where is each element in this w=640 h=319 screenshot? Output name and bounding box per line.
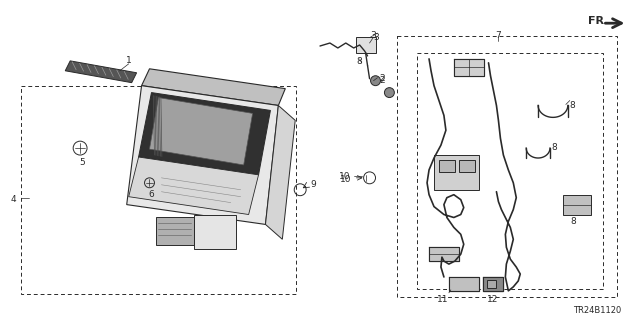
Polygon shape xyxy=(454,59,484,76)
Polygon shape xyxy=(449,277,479,291)
Text: 1: 1 xyxy=(126,56,132,65)
Text: 6: 6 xyxy=(148,190,154,199)
Text: 4: 4 xyxy=(11,195,17,204)
Text: 8: 8 xyxy=(356,57,362,66)
Bar xyxy=(459,160,475,172)
Text: 12: 12 xyxy=(486,295,498,304)
Text: 2: 2 xyxy=(380,76,385,85)
Polygon shape xyxy=(150,98,253,165)
Polygon shape xyxy=(483,277,504,291)
Bar xyxy=(486,280,497,288)
Text: 3: 3 xyxy=(374,33,380,42)
Bar xyxy=(563,195,591,214)
Text: 5: 5 xyxy=(79,158,85,167)
Polygon shape xyxy=(141,69,285,106)
Text: 8: 8 xyxy=(570,218,575,226)
Polygon shape xyxy=(65,61,136,83)
Bar xyxy=(439,160,455,172)
Polygon shape xyxy=(127,85,278,225)
Bar xyxy=(397,36,618,297)
Bar xyxy=(417,53,602,289)
Text: 9: 9 xyxy=(310,180,316,189)
Text: 11: 11 xyxy=(437,295,449,304)
Text: 10: 10 xyxy=(339,172,350,181)
Text: 8: 8 xyxy=(570,100,575,109)
Text: TR24B1120: TR24B1120 xyxy=(573,306,621,315)
Bar xyxy=(156,218,194,245)
Text: 2: 2 xyxy=(380,74,385,83)
Polygon shape xyxy=(266,106,295,239)
Text: 7: 7 xyxy=(495,31,501,40)
Text: 8: 8 xyxy=(551,143,557,152)
Text: 3: 3 xyxy=(371,31,376,40)
Bar xyxy=(194,214,236,249)
Polygon shape xyxy=(129,157,259,214)
Text: FR.: FR. xyxy=(588,16,608,26)
Text: 10: 10 xyxy=(340,175,351,184)
Circle shape xyxy=(371,76,380,85)
Bar xyxy=(20,85,296,294)
Polygon shape xyxy=(139,93,271,175)
Bar xyxy=(356,37,376,53)
Bar xyxy=(434,155,479,190)
Polygon shape xyxy=(429,247,459,261)
Circle shape xyxy=(385,88,394,98)
